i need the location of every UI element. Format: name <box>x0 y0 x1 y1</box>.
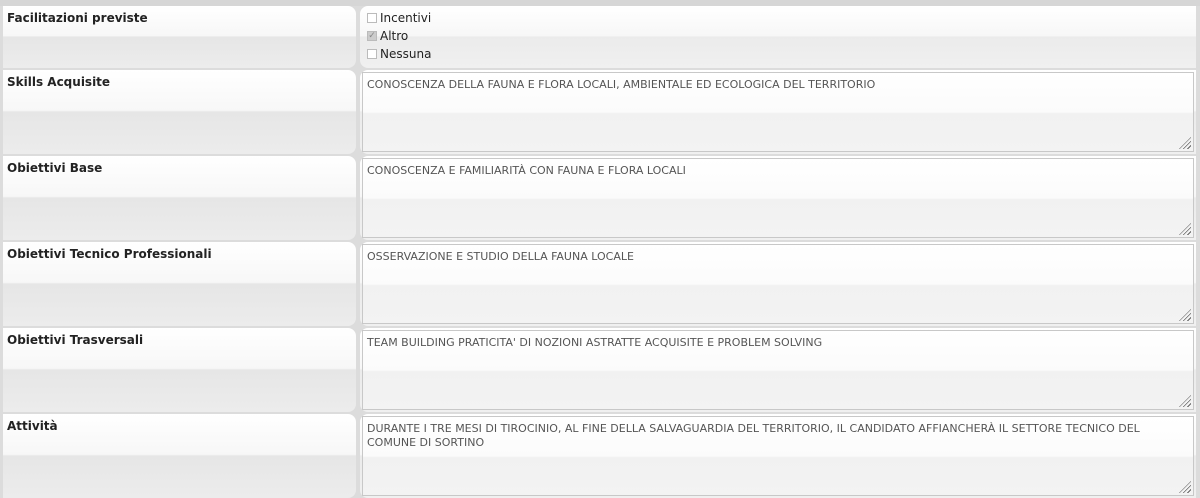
row-obiettivi-base: Obiettivi Base CONOSCENZA E FAMILIARITÀ C… <box>0 156 1200 240</box>
field-label: Facilitazioni previste <box>3 6 356 68</box>
field-cell: DURANTE I TRE MESI DI TIROCINIO, AL FINE… <box>360 414 1196 498</box>
checkbox-incentivi[interactable]: Incentivi <box>362 9 1194 27</box>
skills-acquisite-textarea[interactable]: CONOSCENZA DELLA FAUNA E FLORA LOCALI, A… <box>362 72 1194 152</box>
field-cell: CONOSCENZA DELLA FAUNA E FLORA LOCALI, A… <box>360 70 1196 154</box>
attivita-textarea[interactable]: DURANTE I TRE MESI DI TIROCINIO, AL FINE… <box>362 416 1194 496</box>
field-label: Obiettivi Trasversali <box>3 328 356 412</box>
textarea-value: CONOSCENZA DELLA FAUNA E FLORA LOCALI, A… <box>367 78 876 91</box>
checkbox-label: Incentivi <box>380 11 432 25</box>
row-obiettivi-tecnico-professionali: Obiettivi Tecnico Professionali OSSERVAZI… <box>0 242 1200 326</box>
checkbox-altro[interactable]: ✓ Altro <box>362 27 1194 45</box>
field-cell: TEAM BUILDING PRATICITA' DI NOZIONI ASTR… <box>360 328 1196 412</box>
row-skills-acquisite: Skills Acquisite CONOSCENZA DELLA FAUNA E… <box>0 70 1200 154</box>
obiettivi-base-textarea[interactable]: CONOSCENZA E FAMILIARITÀ CON FAUNA E FLO… <box>362 158 1194 238</box>
field-label: Attività <box>3 414 356 498</box>
field-label: Obiettivi Tecnico Professionali <box>3 242 356 326</box>
resize-grip-icon[interactable] <box>1179 481 1191 493</box>
resize-grip-icon[interactable] <box>1179 395 1191 407</box>
resize-grip-icon[interactable] <box>1179 137 1191 149</box>
field-label: Skills Acquisite <box>3 70 356 154</box>
textarea-value: CONOSCENZA E FAMILIARITÀ CON FAUNA E FLO… <box>367 164 686 177</box>
obiettivi-trasversali-textarea[interactable]: TEAM BUILDING PRATICITA' DI NOZIONI ASTR… <box>362 330 1194 410</box>
field-label: Obiettivi Base <box>3 156 356 240</box>
checkbox[interactable] <box>367 13 377 23</box>
checkbox-nessuna[interactable]: Nessuna <box>362 45 1194 63</box>
checkbox-label: Altro <box>380 29 409 43</box>
textarea-value: DURANTE I TRE MESI DI TIROCINIO, AL FINE… <box>367 422 1140 449</box>
top-strip <box>0 0 1200 6</box>
field-cell: CONOSCENZA E FAMILIARITÀ CON FAUNA E FLO… <box>360 156 1196 240</box>
resize-grip-icon[interactable] <box>1179 309 1191 321</box>
row-attivita: Attività DURANTE I TRE MESI DI TIROCINIO,… <box>0 414 1200 498</box>
resize-grip-icon[interactable] <box>1179 223 1191 235</box>
obiettivi-tecnico-professionali-textarea[interactable]: OSSERVAZIONE E STUDIO DELLA FAUNA LOCALE <box>362 244 1194 324</box>
checkbox[interactable] <box>367 49 377 59</box>
checkbox-group: Incentivi ✓ Altro Nessuna <box>360 6 1196 68</box>
textarea-value: OSSERVAZIONE E STUDIO DELLA FAUNA LOCALE <box>367 250 634 263</box>
field-cell: OSSERVAZIONE E STUDIO DELLA FAUNA LOCALE <box>360 242 1196 326</box>
row-facilitazioni: Facilitazioni previste Incentivi ✓ Altro … <box>0 6 1200 68</box>
checkbox-label: Nessuna <box>380 47 432 61</box>
textarea-value: TEAM BUILDING PRATICITA' DI NOZIONI ASTR… <box>367 336 823 349</box>
row-obiettivi-trasversali: Obiettivi Trasversali TEAM BUILDING PRATI… <box>0 328 1200 412</box>
checkbox[interactable]: ✓ <box>367 31 377 41</box>
